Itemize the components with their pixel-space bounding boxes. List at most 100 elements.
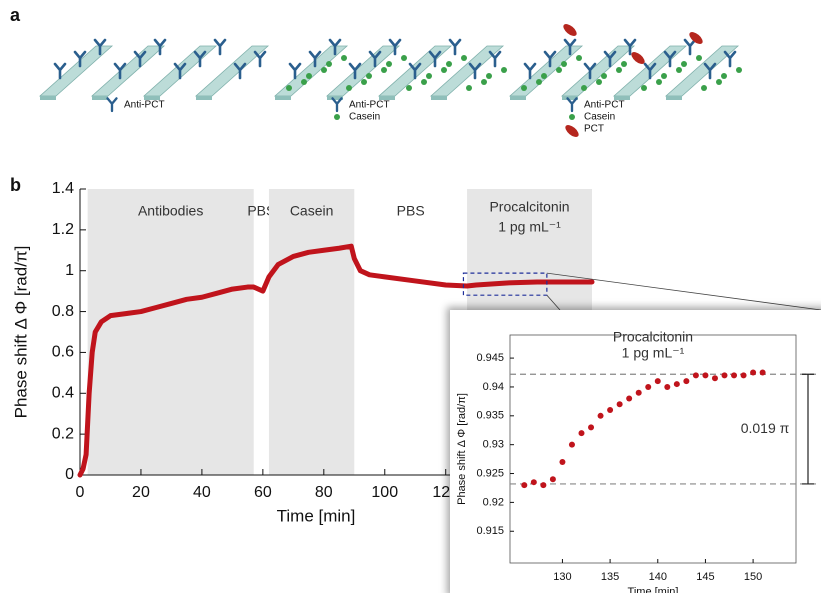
difference-bracket: [802, 373, 814, 485]
panel-label: b: [10, 175, 21, 195]
antibody-icon: [623, 38, 637, 56]
y-tick-label: 0: [65, 466, 74, 483]
data-point: [759, 369, 766, 376]
data-point: [692, 372, 699, 379]
casein-icon: [301, 79, 307, 85]
casein-icon: [596, 79, 602, 85]
casein-icon: [641, 85, 647, 91]
y-tick-label: 0.6: [52, 344, 74, 361]
antibody-icon: [603, 50, 617, 68]
strip-side: [431, 96, 447, 100]
casein-icon: [334, 114, 340, 120]
antibody-icon: [388, 38, 402, 56]
casein-icon: [326, 61, 332, 67]
casein-icon: [581, 85, 587, 91]
antibody-icon: [73, 50, 87, 68]
y-tick-label: 1.2: [52, 221, 74, 238]
antibody-icon: [106, 97, 118, 113]
antibody-icon: [173, 62, 187, 80]
casein-icon: [569, 114, 575, 120]
casein-icon: [576, 55, 582, 61]
y-tick-label: 0.94: [483, 381, 504, 393]
antibody-icon: [488, 50, 502, 68]
zoom-connector: [546, 272, 821, 311]
strip-side: [379, 96, 395, 100]
data-point: [664, 383, 671, 390]
antibody-icon: [428, 50, 442, 68]
casein-icon: [441, 67, 447, 73]
y-tick-label: 0.945: [476, 352, 504, 364]
casein-icon: [306, 73, 312, 79]
data-point: [654, 378, 661, 385]
data-point: [588, 424, 595, 431]
casein-icon: [361, 79, 367, 85]
casein-icon: [421, 79, 427, 85]
pct-icon: [631, 52, 645, 64]
x-tick-label: 80: [315, 484, 333, 501]
data-point: [721, 372, 728, 379]
region-label: PBS: [397, 203, 425, 219]
casein-icon: [701, 85, 707, 91]
data-point: [607, 407, 614, 414]
data-point: [731, 372, 738, 379]
casein-icon: [681, 61, 687, 67]
legend-label: Casein: [349, 112, 380, 123]
y-tick-label: 0.92: [483, 496, 504, 508]
casein-icon: [601, 73, 607, 79]
casein-icon: [556, 67, 562, 73]
casein-icon: [696, 55, 702, 61]
data-point: [530, 479, 537, 486]
antibody-icon: [331, 97, 343, 113]
inset-background: [450, 310, 821, 593]
data-point: [645, 383, 652, 390]
data-point: [683, 378, 690, 385]
casein-icon: [446, 61, 452, 67]
antibody-icon: [253, 50, 267, 68]
y-tick-label: 0.93: [483, 439, 504, 451]
data-point: [578, 430, 585, 437]
casein-icon: [736, 67, 742, 73]
panel-label: a: [10, 5, 21, 25]
data-point: [616, 401, 623, 408]
strip-side: [144, 96, 160, 100]
strip-side: [327, 96, 343, 100]
casein-icon: [426, 73, 432, 79]
casein-icon: [676, 67, 682, 73]
data-point: [559, 458, 566, 465]
casein-icon: [541, 73, 547, 79]
antibody-icon: [566, 97, 578, 113]
casein-icon: [716, 79, 722, 85]
y-tick-label: 1.4: [52, 180, 74, 197]
casein-icon: [381, 67, 387, 73]
legend-label: Anti-PCT: [124, 100, 165, 111]
data-point: [597, 412, 604, 419]
legend-label: Anti-PCT: [584, 100, 625, 111]
antibody-icon: [93, 38, 107, 56]
casein-icon: [481, 79, 487, 85]
casein-icon: [621, 61, 627, 67]
inset-title: Procalcitonin: [613, 329, 693, 345]
casein-icon: [366, 73, 372, 79]
strip-side: [510, 96, 526, 100]
region-label: PBS: [247, 203, 275, 219]
region-shade: [87, 189, 254, 475]
region-label: Procalcitonin: [489, 199, 569, 215]
casein-icon: [656, 79, 662, 85]
data-point: [568, 441, 575, 448]
casein-icon: [661, 73, 667, 79]
casein-icon: [521, 85, 527, 91]
casein-icon: [486, 73, 492, 79]
data-point: [626, 395, 633, 402]
x-tick-label: 100: [371, 484, 398, 501]
y-tick-label: 0.935: [476, 410, 504, 422]
zoom-connector: [546, 294, 561, 311]
data-point: [740, 372, 747, 379]
x-tick-label: 20: [132, 484, 150, 501]
data-line: [77, 243, 595, 478]
antibody-icon: [523, 62, 537, 80]
antibody-icon: [448, 38, 462, 56]
strip-side: [562, 96, 578, 100]
antibody-icon: [368, 50, 382, 68]
